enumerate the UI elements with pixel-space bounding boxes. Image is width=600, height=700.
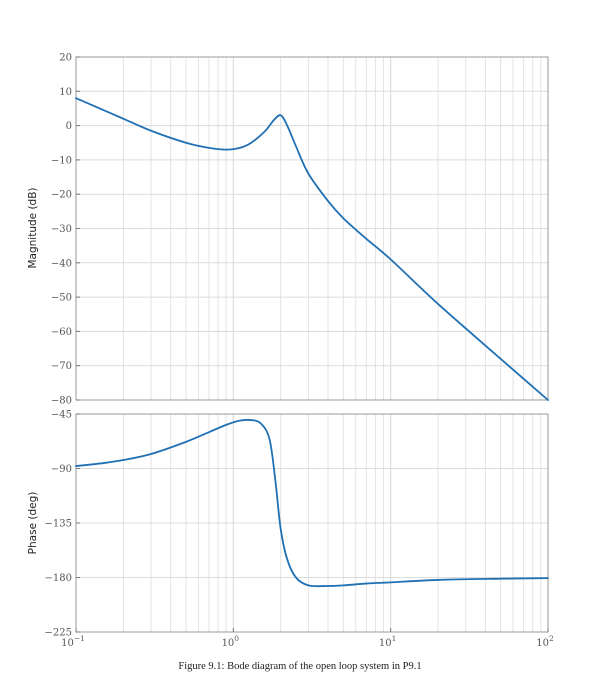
- phase-y-tick-label: −180: [45, 573, 72, 584]
- phase-y-tick-label: −90: [51, 464, 72, 475]
- magnitude-y-tick-label: −10: [51, 155, 72, 166]
- figure-caption: Figure 9.1: Bode diagram of the open loo…: [178, 661, 422, 672]
- x-tick-label: 100: [222, 634, 240, 649]
- magnitude-y-tick-label: 20: [59, 53, 72, 64]
- magnitude-y-tick-label: −40: [51, 258, 72, 269]
- phase-y-tick-label: −225: [45, 628, 72, 639]
- magnitude-y-tick-label: −60: [51, 327, 72, 338]
- magnitude-y-tick-label: −70: [51, 361, 72, 372]
- phase-curve: [75, 418, 549, 588]
- x-tick-label: 102: [536, 634, 554, 649]
- magnitude-y-tick-label: −50: [51, 293, 72, 304]
- phase-y-tick-label: −45: [51, 410, 72, 421]
- magnitude-axis-label: Magnitude (dB): [27, 187, 39, 268]
- magnitude-panel: 20 10 0 −10 −20 −30 −40 −50 −60 −70 −80: [51, 53, 549, 407]
- magnitude-y-tick-label: −20: [51, 190, 72, 201]
- magnitude-y-tick-label: −30: [51, 224, 72, 235]
- phase-y-tick-label: −135: [45, 519, 72, 530]
- magnitude-curve: [75, 97, 549, 401]
- x-tick-label: 10−1: [61, 634, 85, 649]
- magnitude-y-tick-label: −80: [51, 396, 72, 407]
- magnitude-y-tick-label: 10: [59, 87, 72, 98]
- phase-axis-label: Phase (deg): [27, 492, 39, 555]
- x-tick-label: 101: [379, 634, 397, 649]
- magnitude-y-tick-label: 0: [66, 121, 72, 132]
